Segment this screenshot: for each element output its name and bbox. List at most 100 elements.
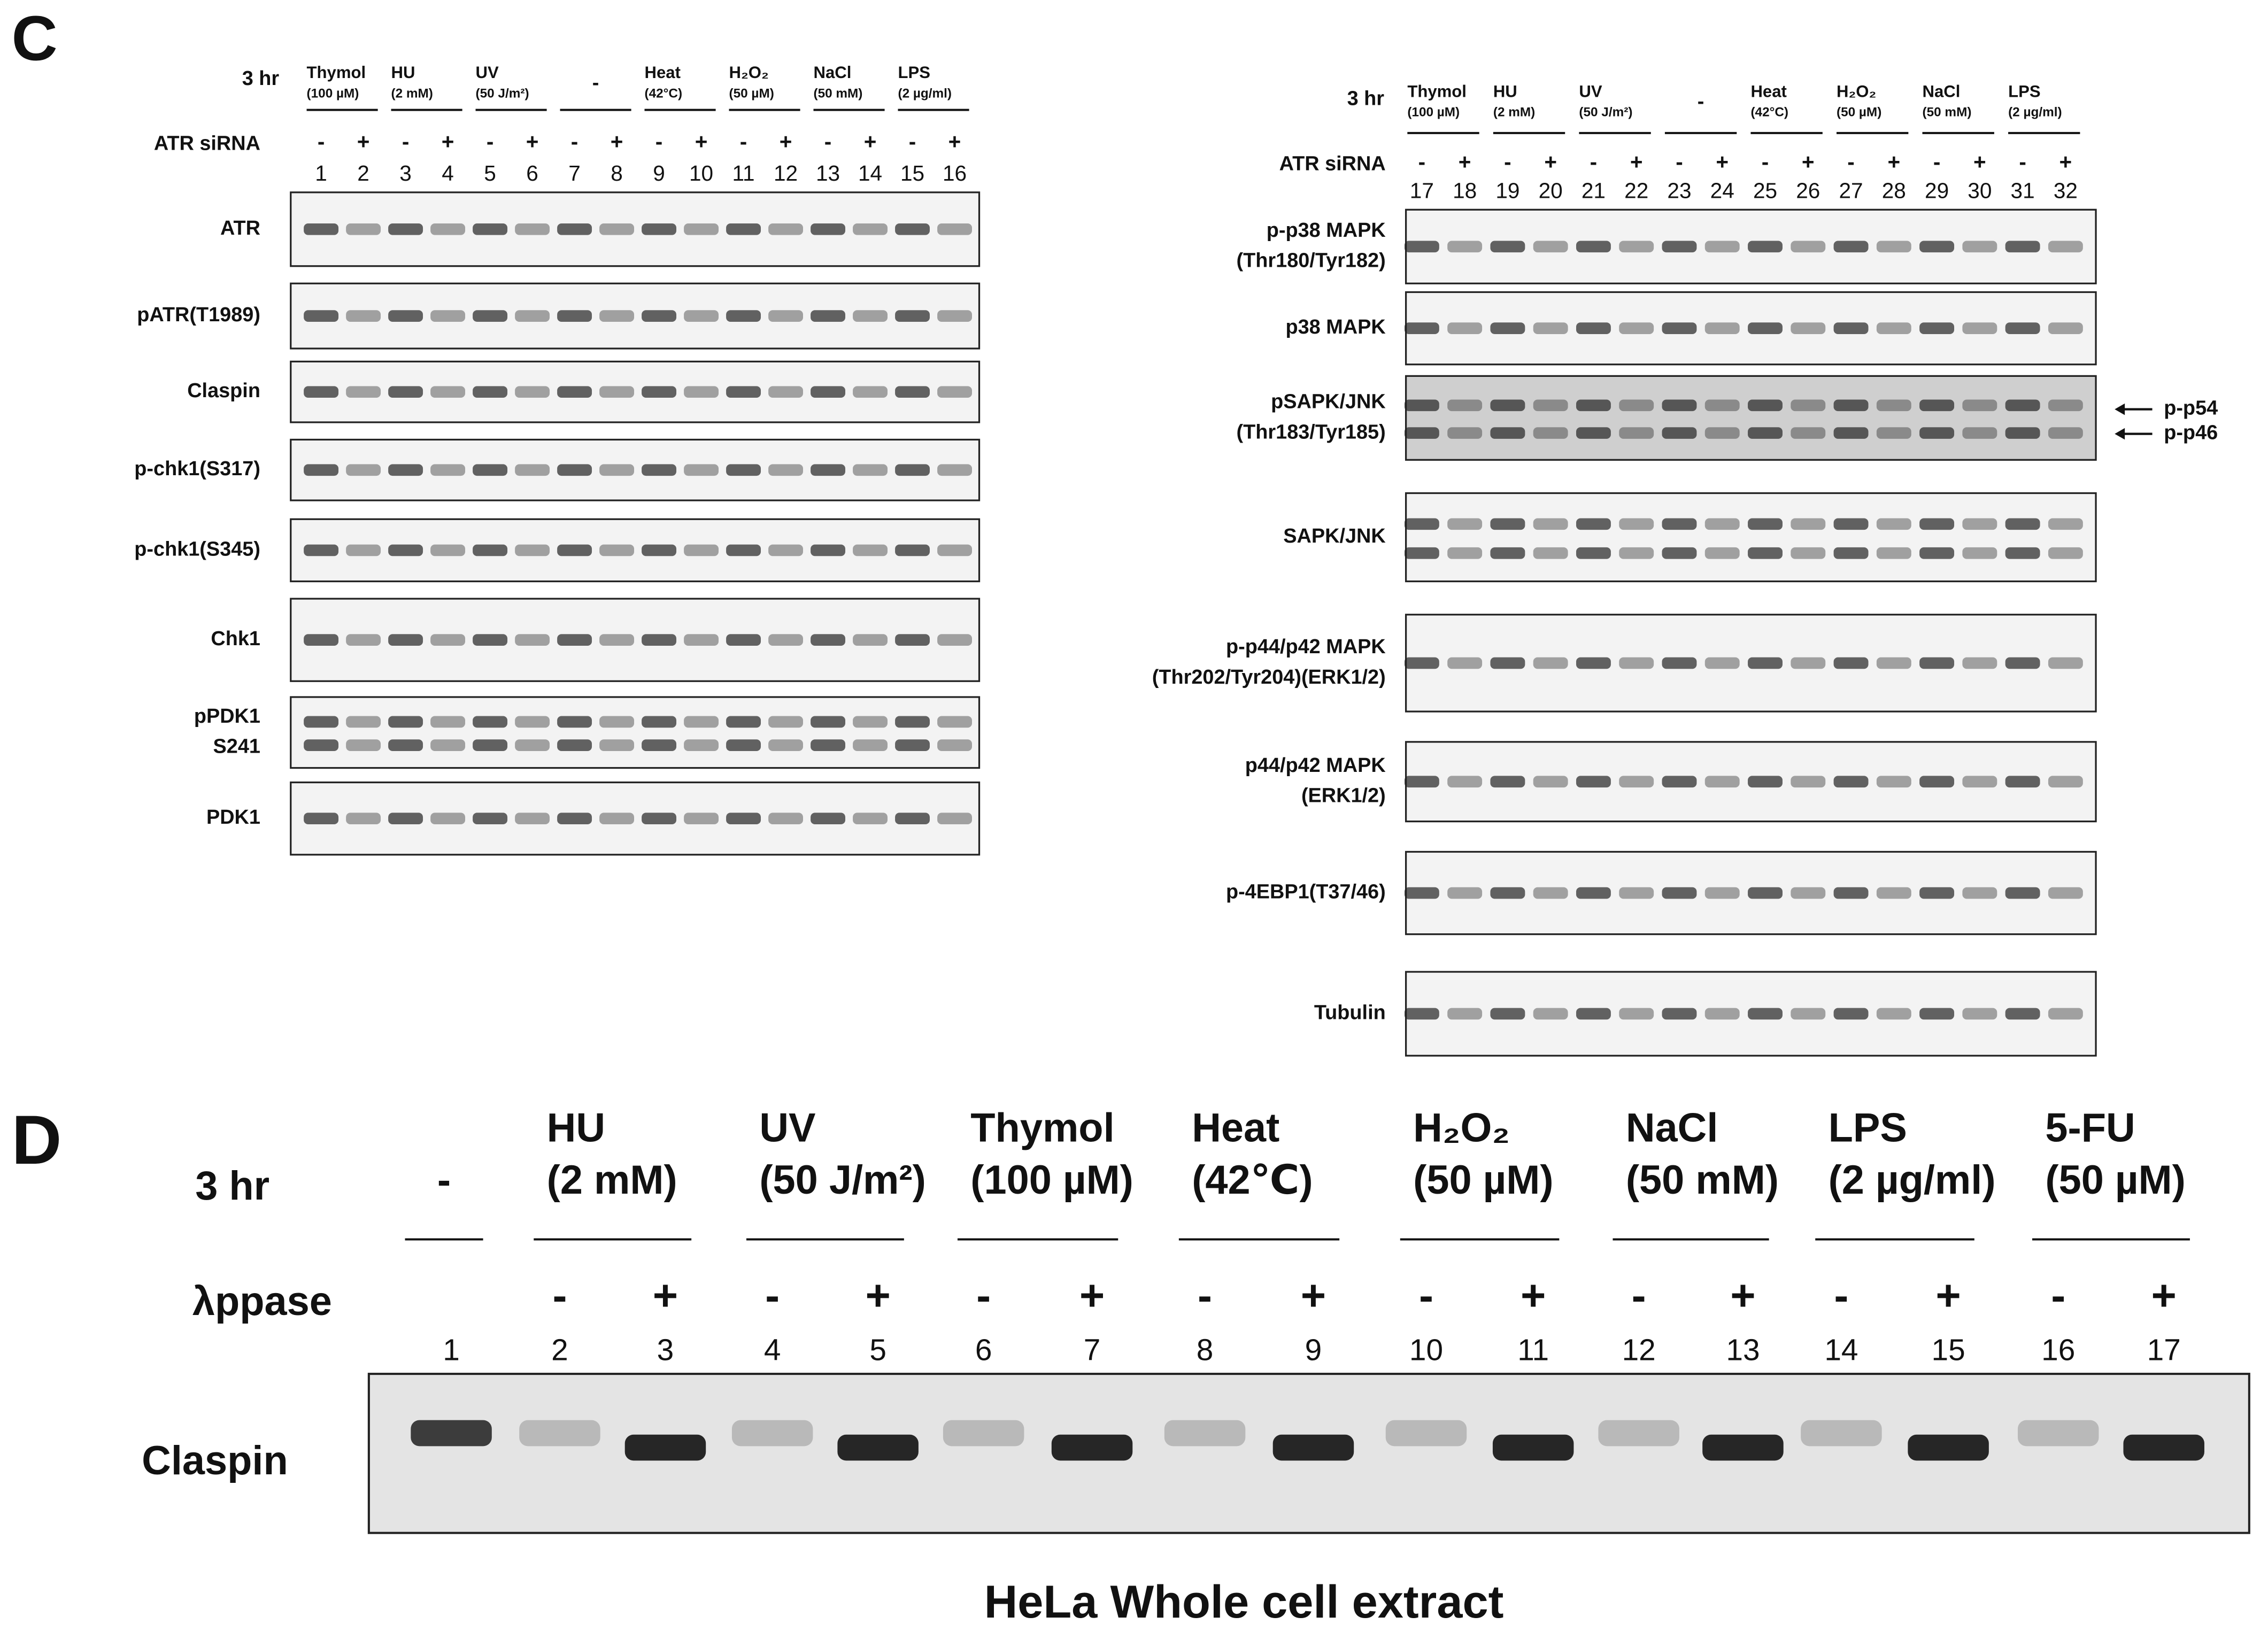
band <box>1619 518 1654 530</box>
band <box>811 544 846 556</box>
blot-label: pSAPK/JNK <box>1271 390 1386 413</box>
band <box>768 386 804 398</box>
band <box>1404 657 1439 669</box>
band <box>515 386 550 398</box>
treatment-name: Thymol <box>307 63 366 82</box>
band <box>1919 776 1955 788</box>
treatment-name: Thymol <box>1407 82 1467 100</box>
band <box>1962 547 1997 559</box>
band <box>731 1420 813 1447</box>
band <box>895 716 930 728</box>
band <box>1619 776 1654 788</box>
band <box>1791 322 1826 334</box>
band <box>1619 399 1654 412</box>
band <box>1962 241 1997 253</box>
band <box>684 464 719 476</box>
band <box>1492 1434 1574 1461</box>
band <box>937 716 972 728</box>
band <box>895 739 930 751</box>
band <box>1404 241 1439 253</box>
band <box>1619 322 1654 334</box>
band <box>937 386 972 398</box>
caption: HeLa Whole cell extract <box>984 1576 1504 1628</box>
lane-number: 1 <box>315 161 327 185</box>
band <box>1876 427 1911 439</box>
sign: - <box>1676 149 1683 174</box>
band <box>2005 322 2040 334</box>
band <box>1833 776 1869 788</box>
band <box>811 223 846 235</box>
band <box>430 223 466 235</box>
band <box>2005 518 2040 530</box>
band <box>473 310 508 322</box>
lane-number: 3 <box>657 1334 674 1367</box>
band <box>1876 657 1911 669</box>
band <box>1576 427 1611 439</box>
band <box>943 1420 1024 1447</box>
lane-number: 13 <box>816 161 840 185</box>
band <box>1533 427 1568 439</box>
band <box>1876 241 1911 253</box>
band <box>388 386 423 398</box>
band <box>1576 547 1611 559</box>
band <box>430 386 466 398</box>
band <box>1704 776 1740 788</box>
band <box>1919 1008 1955 1020</box>
band <box>1791 241 1826 253</box>
band <box>2005 657 2040 669</box>
band <box>1404 887 1439 899</box>
band <box>684 386 719 398</box>
sign: - <box>402 129 410 154</box>
band <box>411 1420 492 1447</box>
band <box>937 223 972 235</box>
sign: + <box>1730 1272 1755 1320</box>
lane-number: 1 <box>443 1334 460 1367</box>
band <box>726 464 761 476</box>
band <box>346 739 381 751</box>
band <box>768 716 804 728</box>
band <box>1919 887 1955 899</box>
band <box>304 716 339 728</box>
sign: - <box>1632 1272 1646 1320</box>
band <box>1619 887 1654 899</box>
treatment-name: UV <box>476 63 499 82</box>
sirna-label: ATR siRNA <box>154 133 260 155</box>
blot-label: p-4EBP1(T37/46) <box>1226 881 1386 903</box>
band <box>430 544 466 556</box>
band <box>599 464 635 476</box>
sign: - <box>1847 149 1855 174</box>
band <box>388 223 423 235</box>
band <box>1619 241 1654 253</box>
band <box>684 544 719 556</box>
lane-number: 15 <box>1932 1334 1965 1367</box>
band <box>2048 241 2083 253</box>
band <box>1962 322 1997 334</box>
band <box>1404 399 1439 412</box>
lane-number: 8 <box>1197 1334 1214 1367</box>
band <box>1876 776 1911 788</box>
band <box>684 813 719 825</box>
lane-number: 11 <box>732 161 754 185</box>
blot <box>290 360 981 423</box>
band <box>937 544 972 556</box>
sign: - <box>552 1272 567 1320</box>
lane-number: 24 <box>1710 179 1734 203</box>
band <box>1704 518 1740 530</box>
band <box>2005 427 2040 439</box>
band <box>430 813 466 825</box>
band <box>768 223 804 235</box>
arrow-head <box>2115 428 2125 440</box>
band <box>895 464 930 476</box>
band <box>2005 776 2040 788</box>
panel-label: C <box>12 3 58 74</box>
band <box>1704 427 1740 439</box>
lane-number: 9 <box>1305 1334 1322 1367</box>
band <box>388 464 423 476</box>
sign: - <box>1504 149 1511 174</box>
band <box>1598 1420 1679 1447</box>
blot-label: Tubulin <box>1314 1001 1386 1024</box>
band <box>1662 322 1697 334</box>
treatment-name: HU <box>391 63 415 82</box>
lane-number: 17 <box>1410 179 1434 203</box>
